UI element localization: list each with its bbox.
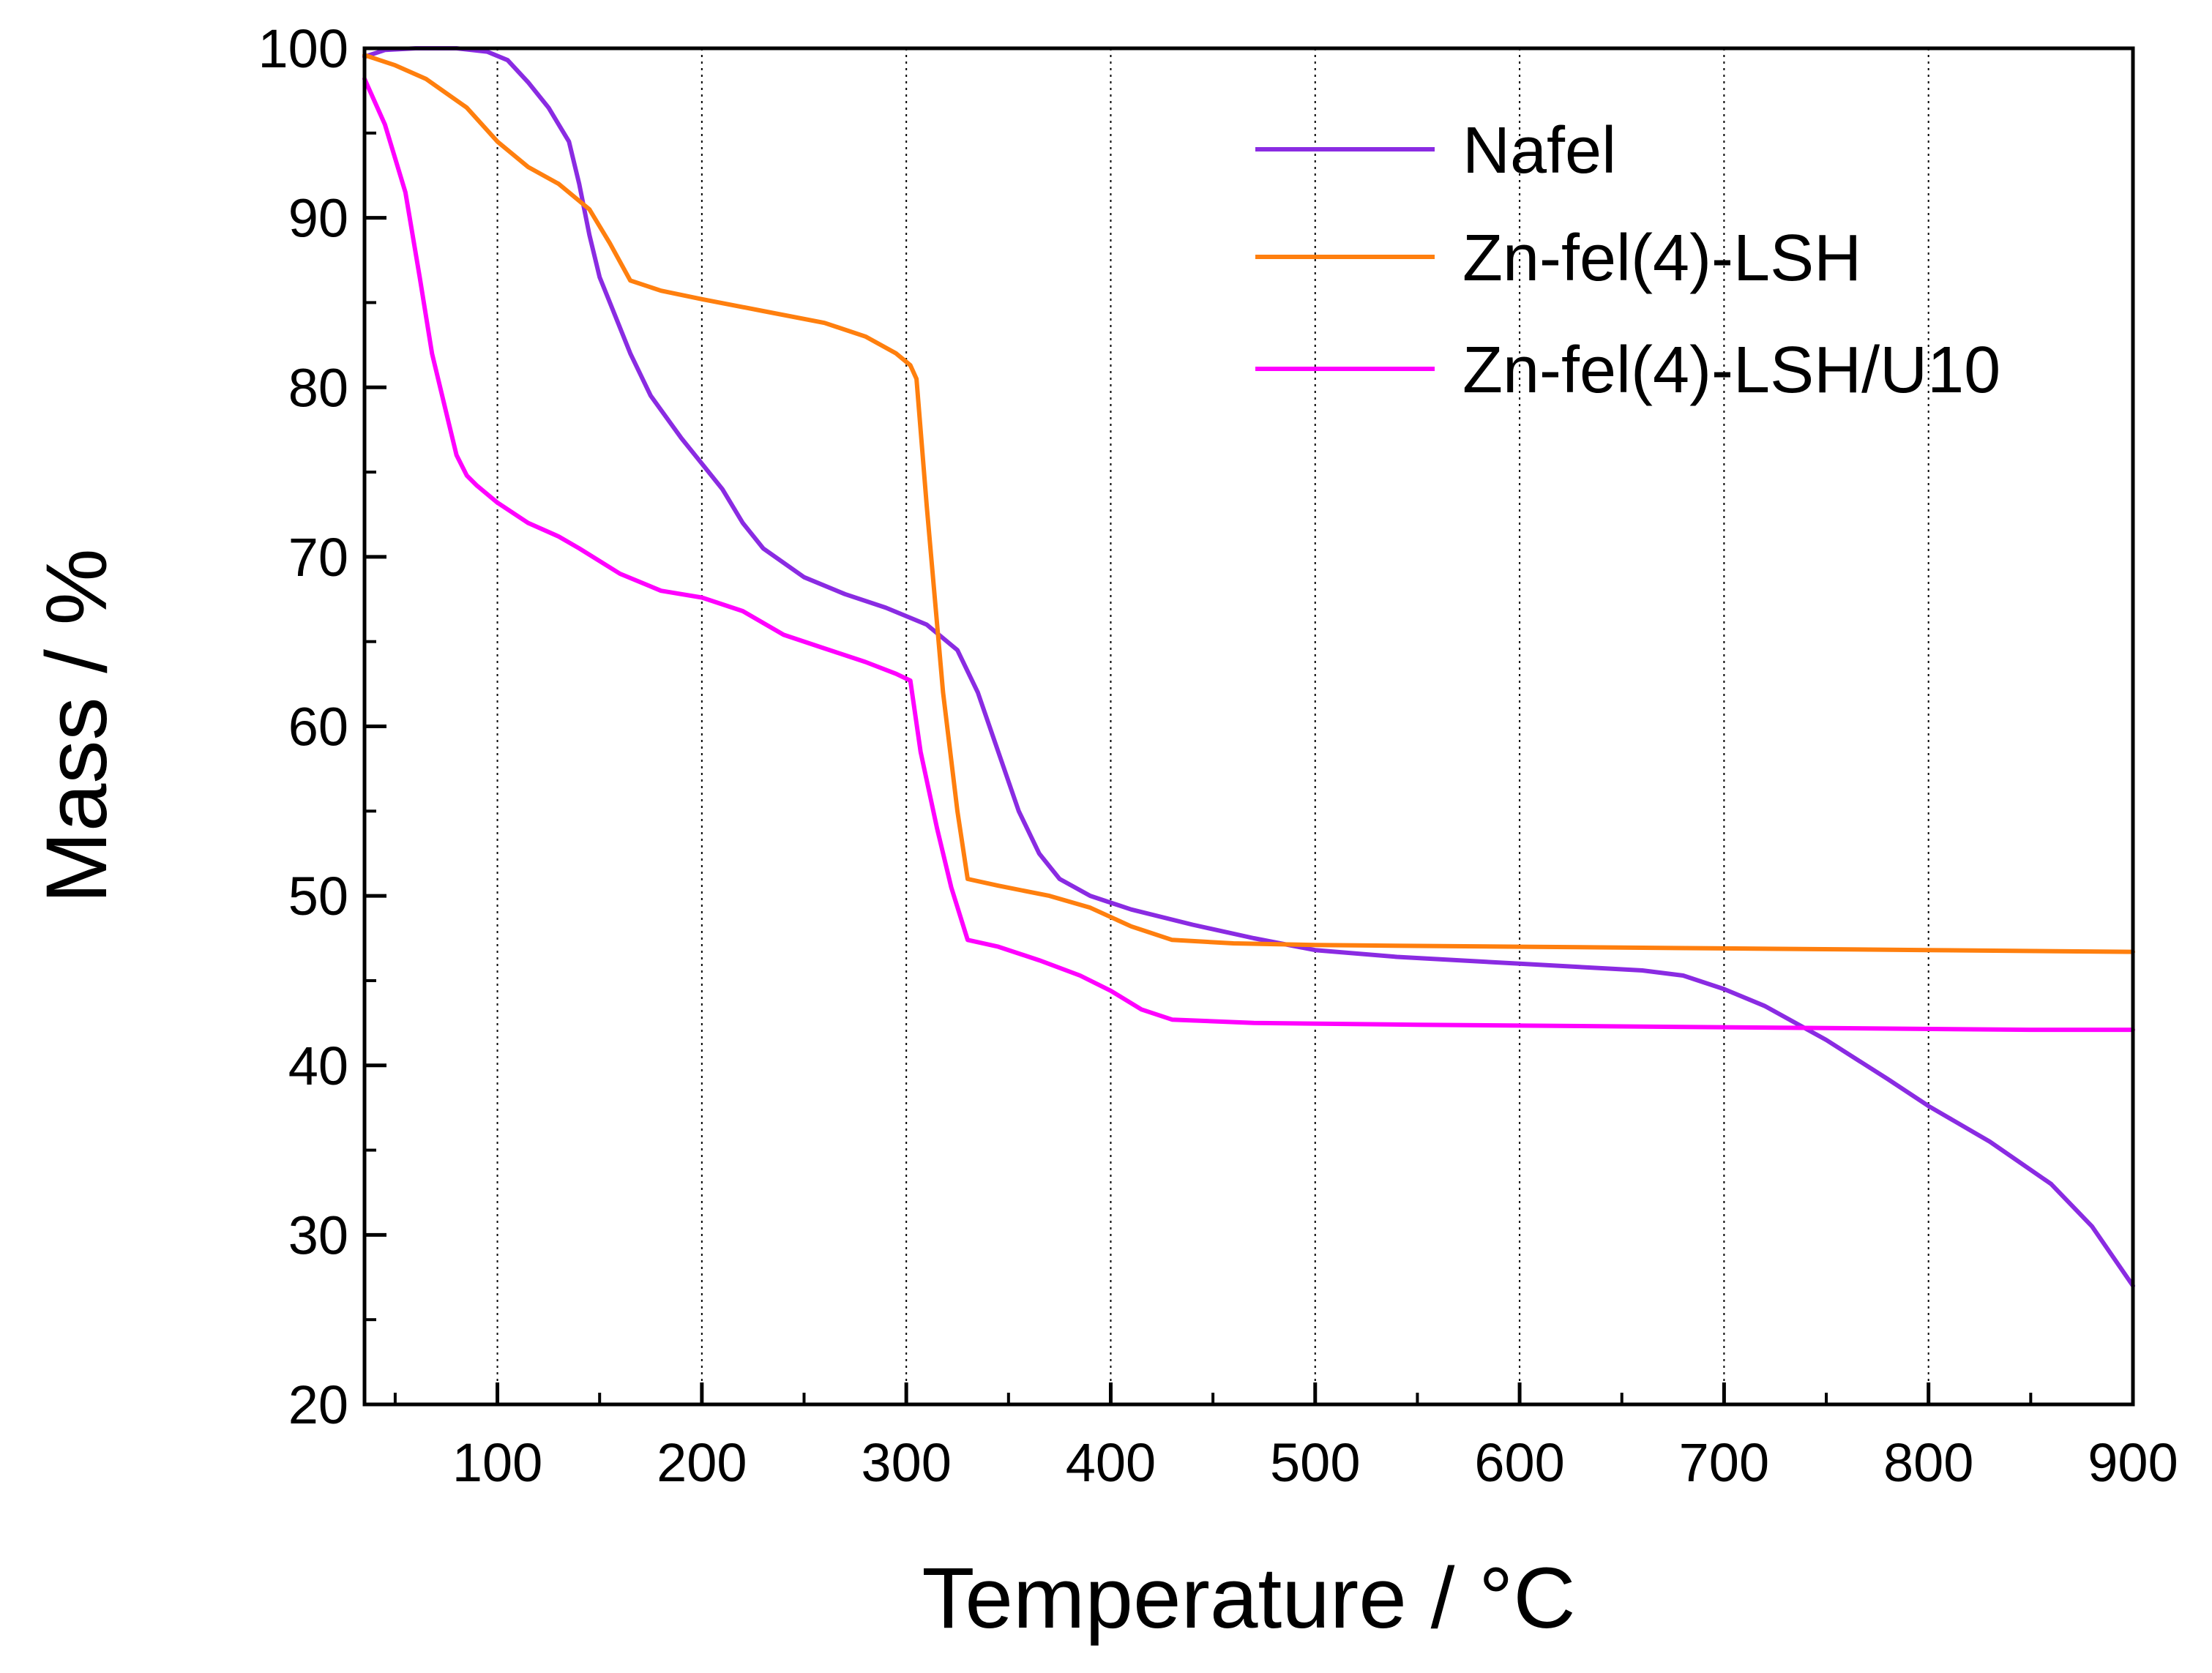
x-tick-label: 900 bbox=[2088, 1432, 2178, 1493]
x-tick-label: 200 bbox=[657, 1432, 747, 1493]
x-tick-label: 600 bbox=[1474, 1432, 1564, 1493]
series-line-3 bbox=[362, 76, 2135, 1033]
y-tick-label: 100 bbox=[258, 18, 348, 79]
series-line-1 bbox=[362, 46, 2135, 1288]
x-tick-label: 800 bbox=[1883, 1432, 1973, 1493]
x-tick-label: 700 bbox=[1679, 1432, 1769, 1493]
x-tick-label: 100 bbox=[452, 1432, 542, 1493]
axis-ticks bbox=[365, 46, 2135, 1407]
vertical-grid-lines bbox=[496, 48, 1929, 1404]
y-tick-label: 40 bbox=[288, 1036, 348, 1096]
y-tick-label: 50 bbox=[288, 866, 348, 927]
plot-area-frame bbox=[362, 46, 2135, 1407]
y-axis-label: Mass / % bbox=[29, 548, 125, 903]
series-line-2 bbox=[362, 53, 2135, 954]
x-tick-label: 300 bbox=[861, 1432, 951, 1493]
y-tick-label: 30 bbox=[288, 1205, 348, 1265]
y-tick-label: 80 bbox=[288, 357, 348, 418]
x-axis-label: Temperature / °C bbox=[922, 1550, 1575, 1647]
x-tick-label: 500 bbox=[1270, 1432, 1360, 1493]
y-tick-label: 20 bbox=[288, 1374, 348, 1435]
legend: Nafel Zn-fel(4)-LSH Zn-fel(4)-LSH/U10 bbox=[1255, 114, 2000, 407]
y-tick-label: 60 bbox=[288, 697, 348, 757]
legend-label-1: Nafel bbox=[1462, 114, 1616, 187]
legend-label-3: Zn-fel(4)-LSH/U10 bbox=[1462, 334, 2000, 407]
y-tick-label: 90 bbox=[288, 188, 348, 249]
y-tick-label: 70 bbox=[288, 527, 348, 588]
x-tick-label: 400 bbox=[1066, 1432, 1156, 1493]
tick-labels: 100 200 300 400 500 600 700 800 900 20 30 40 50 60 70 8… bbox=[258, 18, 2178, 1493]
data-series bbox=[362, 46, 2135, 1288]
legend-label-2: Zn-fel(4)-LSH bbox=[1462, 222, 1861, 295]
